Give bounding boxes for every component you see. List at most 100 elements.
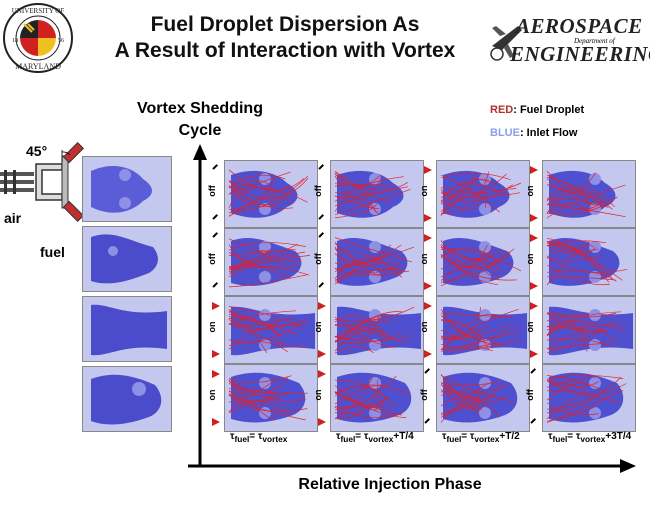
droplet-image <box>542 296 636 364</box>
injector-marker <box>212 350 220 358</box>
axes <box>188 144 636 473</box>
droplet-image <box>436 160 530 228</box>
injection-state-label: off <box>207 253 217 265</box>
umd-year-right: 56 <box>58 38 64 44</box>
injector-marker <box>424 166 432 174</box>
injector-marker <box>530 214 538 222</box>
injection-state-label: on <box>525 253 535 265</box>
droplet-image <box>330 228 424 296</box>
flow-image <box>82 296 172 362</box>
phase-label: τfuel= τvortex+T/4 <box>336 431 414 444</box>
air-label: air <box>4 210 22 226</box>
droplet-image <box>542 160 636 228</box>
injection-state-label: off <box>207 185 217 197</box>
injection-state-label: on <box>207 389 217 401</box>
injection-state-label: on <box>313 389 323 401</box>
droplet-image <box>224 296 318 364</box>
injector-marker <box>212 302 220 310</box>
phase-label: τfuel= τvortex <box>230 431 288 444</box>
injector-marker <box>318 418 326 426</box>
university-seal-logo: UNIVERSITY OF MARYLAND 18 56 <box>3 3 73 73</box>
phase-label: τfuel= τvortex+3T/4 <box>548 431 632 444</box>
ae-dept: Department of <box>574 37 615 45</box>
injector-marker <box>318 370 326 378</box>
ae-line-1: AEROSPACE <box>516 14 643 38</box>
legend-blue: BLUE: Inlet Flow <box>490 127 577 139</box>
legend-red: RED: Fuel Droplet <box>490 104 584 116</box>
tau-sub: fuel <box>340 434 356 444</box>
injector-marker <box>212 370 220 378</box>
y-axis-label-line-1: Vortex Shedding <box>137 100 263 117</box>
injector-marker <box>530 302 538 310</box>
droplet-image <box>542 364 636 432</box>
droplet-image <box>330 296 424 364</box>
injector-marker <box>424 302 432 310</box>
injection-state-label: on <box>525 321 535 333</box>
flow-image <box>82 366 172 432</box>
droplet-image <box>224 364 318 432</box>
injection-angle-label: 45° <box>26 143 48 159</box>
droplet-image <box>224 160 318 228</box>
injector-marker <box>424 282 432 290</box>
injection-state-label: off <box>313 185 323 197</box>
tau-sub2: vortex <box>580 434 606 444</box>
injector-diagram <box>0 141 85 223</box>
flow-image <box>82 156 172 222</box>
flow-image <box>82 226 172 292</box>
page-title: Fuel Droplet Dispersion As A Result of I… <box>95 12 475 64</box>
tau-suffix: +T/4 <box>393 431 414 442</box>
injection-state-label: off <box>313 253 323 265</box>
jet-icon <box>490 26 522 61</box>
injector-marker <box>530 234 538 242</box>
tau-suffix: +3T/4 <box>605 431 632 442</box>
injection-state-label: off <box>525 389 535 401</box>
title-line-2: A Result of Interaction with Vortex <box>114 39 456 62</box>
y-axis-label-line-2: Cycle <box>178 122 222 139</box>
droplet-image <box>542 228 636 296</box>
droplet-image <box>330 160 424 228</box>
tau-sub2: vortex <box>474 434 500 444</box>
injector-marker <box>424 234 432 242</box>
tau-eq: = <box>249 431 256 442</box>
x-axis-label: Relative Injection Phase <box>298 476 482 493</box>
title-line-1: Fuel Droplet Dispersion As <box>150 13 420 36</box>
injector-marker <box>212 418 220 426</box>
droplet-image <box>436 364 530 432</box>
department-logo: AEROSPACE Department of ENGINEERING <box>488 14 650 68</box>
injection-state-label: on <box>525 185 535 197</box>
tau-sub: fuel <box>552 434 568 444</box>
umd-top-text: UNIVERSITY OF <box>12 7 65 15</box>
y-axis-label: Vortex Shedding Cycle <box>100 98 300 142</box>
injector-marker <box>424 214 432 222</box>
droplet-image <box>224 228 318 296</box>
injector-marker <box>318 302 326 310</box>
droplet-image <box>436 296 530 364</box>
ae-line-2: ENGINEERING <box>510 42 650 66</box>
fuel-label: fuel <box>40 244 65 260</box>
legend-red-desc: : Fuel Droplet <box>513 104 585 116</box>
tau-sub2: vortex <box>368 434 394 444</box>
umd-year-left: 18 <box>12 38 18 44</box>
injector-marker <box>530 282 538 290</box>
legend-blue-key: BLUE <box>490 127 520 139</box>
injector-marker <box>530 166 538 174</box>
tau-sub: fuel <box>234 434 250 444</box>
injection-state-label: on <box>313 321 323 333</box>
injection-state-label: on <box>419 185 429 197</box>
injection-state-label: on <box>207 321 217 333</box>
tau-eq: = <box>567 431 574 442</box>
droplet-image <box>436 228 530 296</box>
injector-marker <box>318 350 326 358</box>
injector-marker <box>530 350 538 358</box>
tau-sub2: vortex <box>262 434 288 444</box>
tau-eq: = <box>355 431 362 442</box>
injection-state-label: on <box>419 321 429 333</box>
legend-red-key: RED <box>490 104 514 116</box>
injection-state-label: on <box>419 253 429 265</box>
droplet-image <box>330 364 424 432</box>
tau-suffix: +T/2 <box>499 431 520 442</box>
tau-eq: = <box>461 431 468 442</box>
tau-sub: fuel <box>446 434 462 444</box>
umd-bottom-text: MARYLAND <box>15 62 61 71</box>
legend-blue-desc: : Inlet Flow <box>519 127 578 139</box>
